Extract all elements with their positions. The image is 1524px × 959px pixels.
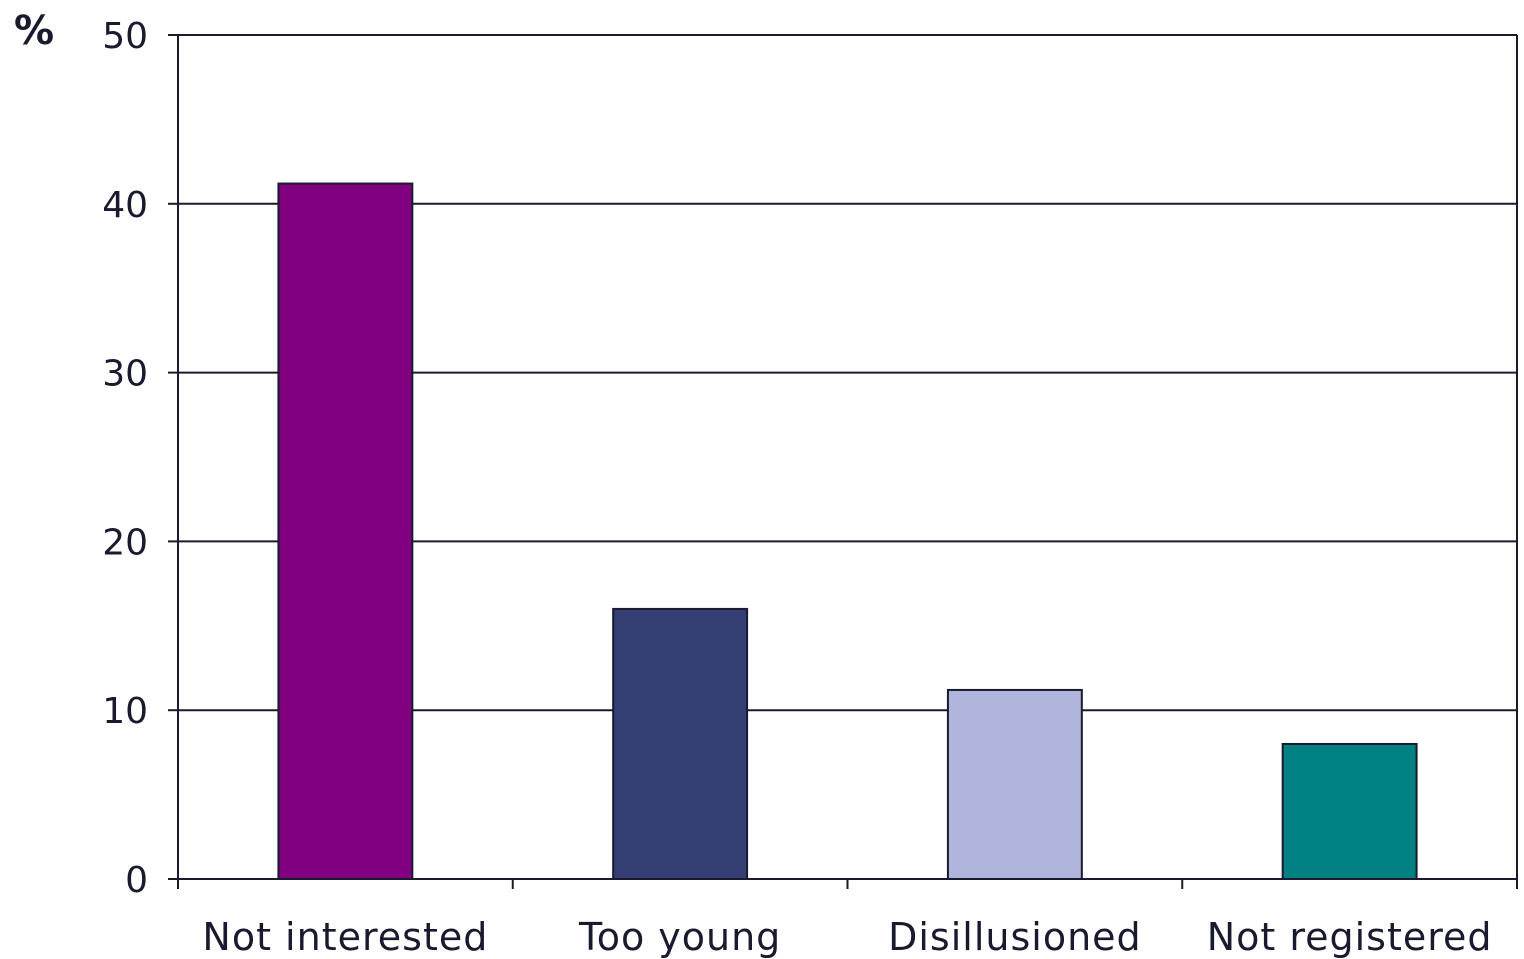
y-tick-label: 30 xyxy=(102,354,148,395)
y-axis-unit-label: % xyxy=(14,8,54,54)
y-tick-label: 50 xyxy=(102,16,148,57)
x-category-label: Disillusioned xyxy=(888,915,1142,959)
x-category-label: Too young xyxy=(578,915,781,959)
bar-not-registered xyxy=(1281,742,1418,881)
y-tick-label: 20 xyxy=(102,522,148,563)
axes xyxy=(168,34,1518,889)
bars xyxy=(277,182,1418,881)
y-tick-label: 0 xyxy=(125,860,148,901)
y-tick-labels: 0 10 20 30 40 50 xyxy=(102,16,148,901)
x-category-label: Not registered xyxy=(1207,915,1493,959)
x-category-labels: Not interested Too young Disillusioned Not … xyxy=(202,915,1493,959)
bar-disillusioned xyxy=(946,688,1083,880)
y-tick-label: 10 xyxy=(102,691,148,732)
bar-too-young xyxy=(612,607,749,880)
bar-not-interested xyxy=(277,182,414,880)
y-tick-label: 40 xyxy=(102,185,148,226)
x-category-label: Not interested xyxy=(202,915,488,959)
